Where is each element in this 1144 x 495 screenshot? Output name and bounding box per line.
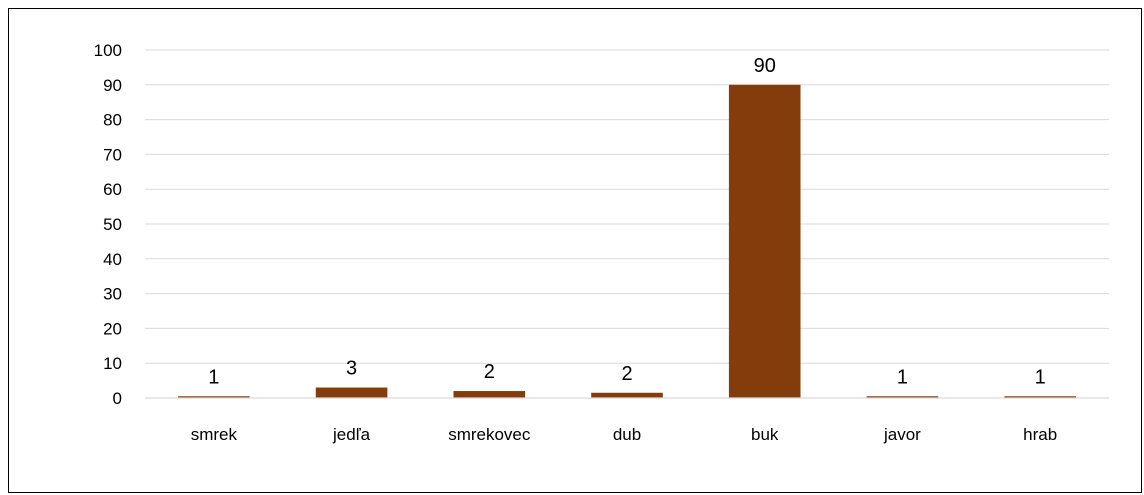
- y-tick-label: 10: [103, 354, 122, 373]
- y-tick-label: 20: [103, 319, 122, 338]
- category-label: smrekovec: [448, 425, 531, 444]
- y-tick-label: 90: [103, 76, 122, 95]
- bar-javor: [866, 396, 939, 398]
- category-label: dub: [613, 425, 641, 444]
- category-label: buk: [751, 425, 779, 444]
- bars: [178, 84, 1076, 399]
- bar-smrek: [178, 396, 250, 398]
- data-label: 2: [484, 361, 495, 383]
- data-label: 1: [897, 366, 908, 388]
- data-label: 2: [621, 363, 632, 385]
- y-tick-label: 80: [103, 111, 122, 130]
- category-label: javor: [883, 425, 921, 444]
- bar-dub: [591, 392, 663, 398]
- y-tick-label: 50: [103, 215, 122, 234]
- y-tick-label: 30: [103, 285, 122, 304]
- data-labels: 1 3 2 2 90 1 1: [208, 55, 1045, 388]
- chart-frame: [8, 8, 1142, 493]
- y-tick-label: 70: [103, 145, 122, 164]
- category-label: hrab: [1023, 425, 1057, 444]
- bar-buk: [728, 84, 801, 399]
- data-label: 90: [754, 55, 776, 77]
- x-axis-category-labels: smrek jedľa smrekovec dub buk javor hrab: [191, 425, 1057, 444]
- category-label: smrek: [191, 425, 238, 444]
- y-tick-label: 100: [94, 41, 122, 60]
- bar-smrekovec: [453, 391, 526, 398]
- gridlines: [145, 49, 1109, 364]
- y-tick-label: 40: [103, 250, 122, 269]
- y-tick-label: 0: [113, 389, 122, 408]
- category-label: jedľa: [332, 425, 371, 444]
- y-axis-tick-labels: 0 10 20 30 40 50 60 70 80 90 100: [94, 41, 122, 408]
- y-tick-label: 60: [103, 180, 122, 199]
- bar-jedľa: [315, 387, 388, 398]
- data-label: 3: [346, 358, 357, 380]
- data-label: 1: [208, 366, 219, 388]
- bar-hrab: [1004, 396, 1076, 398]
- data-label: 1: [1035, 366, 1046, 388]
